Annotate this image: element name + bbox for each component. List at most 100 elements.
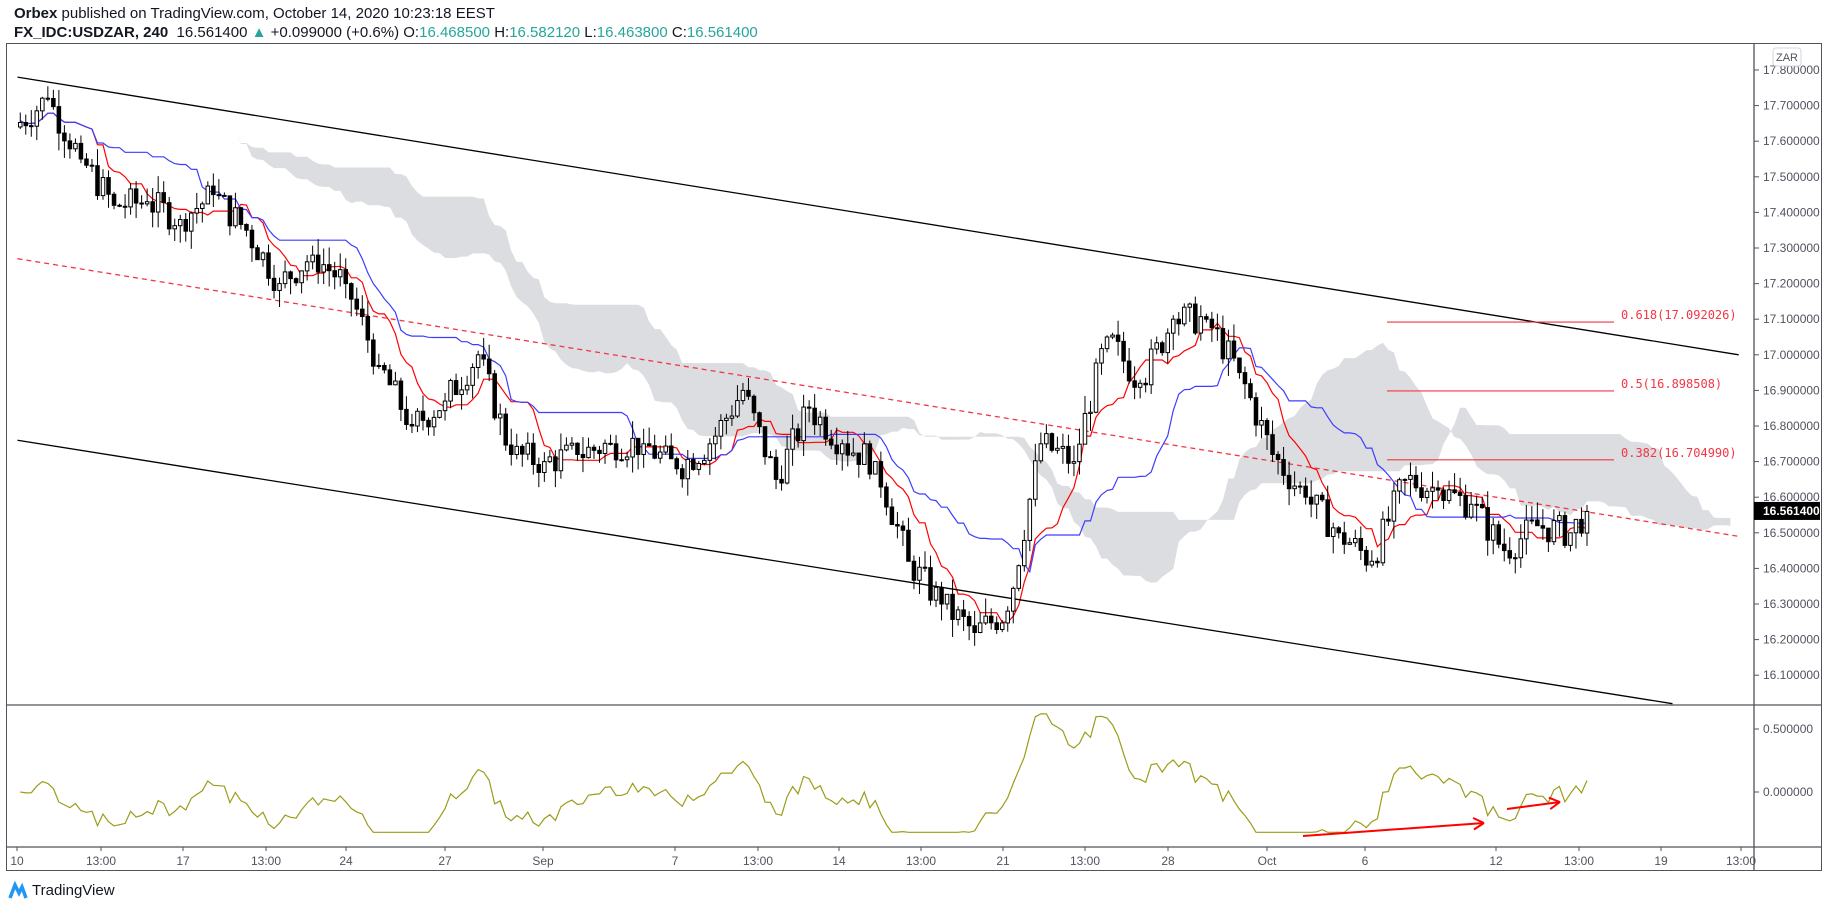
candle-body — [591, 446, 597, 451]
candle-body — [1474, 503, 1479, 506]
candle-body — [1457, 492, 1463, 496]
candle-body — [641, 443, 646, 455]
candle-body — [884, 486, 889, 508]
candle — [1297, 481, 1303, 495]
candle-body — [1490, 524, 1496, 541]
candle-body — [1341, 532, 1347, 545]
candle-body — [155, 192, 161, 213]
candle — [988, 608, 994, 630]
price-tick-label: 17.200000 — [1763, 277, 1820, 291]
candle-body — [795, 428, 801, 442]
candle — [1336, 526, 1342, 539]
candle-body — [266, 252, 271, 279]
candle-body — [895, 523, 900, 527]
candle — [503, 407, 508, 451]
candle — [266, 244, 271, 286]
candle — [1082, 396, 1088, 445]
candle — [1463, 484, 1468, 520]
candle-body — [1501, 543, 1507, 552]
candle-body — [977, 622, 983, 633]
candle — [1066, 434, 1071, 474]
open-label: O: — [403, 24, 420, 41]
candle-body — [17, 122, 23, 128]
candle — [1248, 378, 1253, 401]
candle — [166, 196, 172, 236]
chart-frame — [6, 43, 1822, 871]
candle-body — [961, 609, 966, 617]
candle-body — [343, 269, 349, 285]
candle — [586, 437, 591, 459]
candle — [56, 89, 62, 151]
low-label: L: — [584, 24, 597, 41]
candle-body — [1110, 334, 1115, 338]
candle-body — [713, 435, 718, 445]
candle-body — [547, 456, 553, 463]
time-tick-label: 12 — [1489, 854, 1503, 868]
candle — [1353, 529, 1358, 547]
candle — [1391, 482, 1397, 539]
candle — [205, 181, 211, 205]
candle — [486, 344, 492, 382]
candle-body — [1088, 411, 1093, 414]
candle — [404, 396, 409, 430]
candle-body — [520, 445, 525, 455]
candle — [244, 223, 249, 237]
candle-body — [1242, 372, 1248, 385]
candle-body — [1082, 412, 1088, 445]
candle — [1231, 324, 1237, 362]
candle — [773, 449, 779, 490]
candle-body — [663, 445, 668, 453]
candle-body — [1264, 420, 1270, 436]
candle — [1524, 504, 1529, 555]
candle — [547, 450, 553, 464]
candle — [906, 517, 911, 562]
candle — [1330, 522, 1336, 554]
candle-body — [1027, 498, 1033, 541]
candle — [862, 432, 867, 465]
candle — [111, 191, 117, 210]
candle — [679, 464, 685, 488]
candle — [751, 394, 757, 421]
candle — [685, 449, 691, 496]
candle-body — [194, 207, 200, 214]
candle — [475, 350, 481, 379]
candle-body — [205, 185, 211, 205]
candle — [1215, 313, 1220, 341]
publish-info: Orbex published on TradingView.com, Octo… — [14, 5, 495, 22]
candle — [845, 430, 851, 467]
time-tick-label: 13:00 — [743, 854, 773, 868]
ichimoku-cloud — [163, 113, 1731, 583]
candle — [1253, 392, 1259, 437]
candle — [597, 446, 602, 463]
candle — [17, 112, 23, 130]
candle — [409, 413, 415, 434]
candle — [122, 194, 128, 219]
candle — [1193, 296, 1198, 336]
candle-body — [828, 438, 834, 446]
candle — [1088, 400, 1093, 431]
candle — [1369, 550, 1375, 568]
published-text: published on TradingView.com, October 14… — [61, 5, 495, 22]
candle — [646, 427, 652, 447]
candle — [977, 612, 983, 634]
price-tick-label: 17.000000 — [1763, 348, 1820, 362]
candle — [525, 432, 531, 461]
candle — [795, 423, 801, 448]
candle — [691, 453, 696, 471]
time-tick-label: 27 — [438, 854, 452, 868]
candle — [591, 444, 597, 459]
candle-body — [1386, 518, 1391, 522]
candle — [321, 248, 326, 285]
candle-body — [586, 446, 591, 459]
candle — [189, 211, 194, 249]
candle — [216, 179, 222, 200]
time-tick-label: 14 — [832, 854, 846, 868]
candle-body — [911, 560, 917, 581]
channel-upper-line — [17, 76, 1739, 356]
candle-body — [608, 442, 613, 445]
candle — [1501, 528, 1507, 562]
candle-body — [1463, 494, 1468, 518]
chart[interactable]: 0.618(17.092026) 0.5(16.898508) 0.382(16.7… — [0, 0, 1828, 880]
candle — [282, 260, 288, 289]
candle-body — [569, 442, 575, 446]
